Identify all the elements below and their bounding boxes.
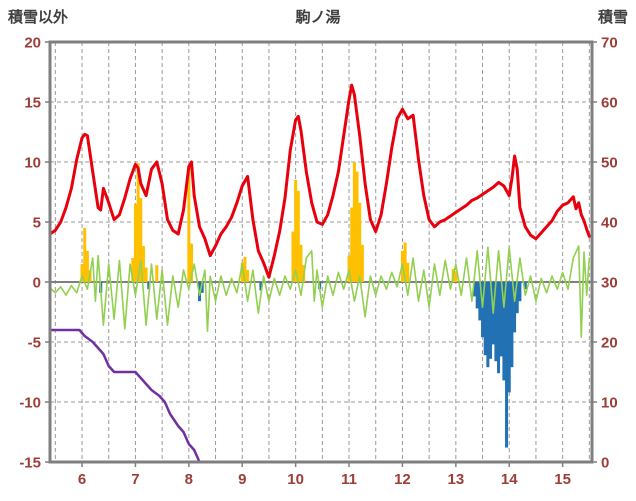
x-tick-label: 15 bbox=[554, 471, 571, 488]
right-axis-title: 積雪 bbox=[597, 9, 628, 26]
chart-title: 駒ノ湯 bbox=[295, 9, 341, 26]
right-tick-label: 50 bbox=[601, 154, 618, 171]
left-tick-label: 15 bbox=[24, 94, 41, 111]
gridlines bbox=[50, 41, 592, 463]
x-tick-label: 11 bbox=[341, 471, 357, 488]
right-tick-label: 0 bbox=[601, 454, 609, 471]
x-tick-label: 9 bbox=[238, 471, 246, 488]
series-red-line bbox=[48, 83, 591, 279]
plot-frame bbox=[48, 40, 594, 464]
right-tick-label: 70 bbox=[601, 34, 618, 51]
x-tick-label: 7 bbox=[131, 471, 139, 488]
left-tick-label: -5 bbox=[28, 334, 41, 351]
left-tick-label: 20 bbox=[24, 34, 41, 51]
left-tick-label: 0 bbox=[33, 274, 41, 291]
right-tick-label: 20 bbox=[601, 334, 618, 351]
x-tick-label: 14 bbox=[501, 471, 518, 488]
series-purple-line bbox=[48, 328, 591, 464]
right-tick-label: 10 bbox=[601, 394, 618, 411]
right-tick-label: 60 bbox=[601, 94, 618, 111]
x-tick-label: 12 bbox=[394, 471, 411, 488]
x-tick-label: 13 bbox=[447, 471, 464, 488]
left-tick-label: -15 bbox=[19, 454, 41, 471]
right-tick-label: 40 bbox=[601, 214, 618, 231]
left-tick-label: -10 bbox=[19, 394, 41, 411]
right-tick-label: 30 bbox=[601, 274, 618, 291]
left-axis-title: 積雪以外 bbox=[8, 9, 69, 26]
left-tick-label: 5 bbox=[33, 214, 41, 231]
x-tick-label: 10 bbox=[287, 471, 304, 488]
series-green-line bbox=[49, 245, 591, 339]
series-blue-bars bbox=[99, 282, 527, 448]
x-tick-label: 8 bbox=[185, 471, 193, 488]
x-tick-label: 6 bbox=[78, 471, 86, 488]
left-tick-label: 10 bbox=[24, 154, 41, 171]
